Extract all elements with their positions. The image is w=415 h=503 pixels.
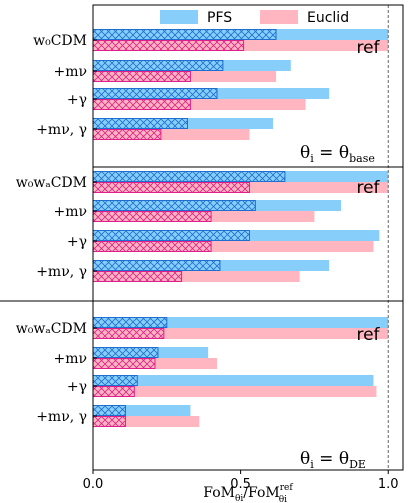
x-axis-label: FoMθi/FoMref θi: [203, 483, 293, 503]
bar-euclid-hatch-0-0: [92, 40, 245, 51]
ref-annotation-1: ref: [356, 178, 380, 198]
bar-euclid-hatch-2-1: [92, 358, 156, 369]
bar-euclid-hatch-1-2: [92, 241, 212, 252]
row-label-2-1: +mν: [53, 351, 87, 367]
bar-pfs-hatch-2-3: [92, 405, 126, 416]
legend-label-euclid: Euclid: [307, 10, 349, 26]
bar-euclid-hatch-1-3: [92, 271, 183, 282]
row-label-2-2: +γ: [67, 379, 87, 395]
bar-euclid-1-2: [93, 241, 374, 252]
bar-pfs-hatch-1-0: [92, 171, 286, 182]
bar-pfs-hatch-0-3: [92, 118, 188, 129]
plot-frame: [92, 4, 404, 471]
theta-annotation-de: θi = θDE: [300, 449, 366, 471]
bar-euclid-hatch-1-0: [92, 182, 250, 193]
bar-pfs-hatch-2-2: [92, 375, 138, 386]
bar-pfs-hatch-0-2: [92, 88, 218, 99]
row-label-1-3: +mν, γ: [36, 264, 87, 280]
row-label-0-2: +γ: [67, 92, 87, 108]
bar-pfs-hatch-2-0: [92, 317, 168, 328]
bar-euclid-hatch-2-0: [92, 328, 165, 339]
legend-swatch-pfs: [160, 10, 198, 24]
row-label-2-0: w₀wₐCDM: [16, 321, 87, 337]
row-label-0-0: w₀CDM: [33, 33, 87, 49]
bar-euclid-2-3: [93, 416, 200, 427]
bar-euclid-hatch-2-2: [92, 386, 135, 397]
bar-euclid-hatch-0-3: [92, 129, 162, 140]
bar-euclid-1-3: [93, 271, 300, 282]
bar-pfs-hatch-2-1: [92, 347, 159, 358]
row-label-1-0: w₀wₐCDM: [16, 175, 87, 191]
bar-euclid-hatch-0-2: [92, 99, 191, 110]
bar-pfs-hatch-1-2: [92, 230, 250, 241]
bar-euclid-2-0: [93, 328, 389, 339]
bar-euclid-0-2: [93, 99, 306, 110]
bar-pfs-hatch-1-1: [92, 200, 256, 211]
x-tick-label-0: 0.0: [83, 477, 104, 492]
bar-pfs-hatch-0-1: [92, 60, 224, 71]
bar-euclid-2-2: [93, 386, 377, 397]
bar-pfs-2-0: [93, 317, 389, 328]
legend-swatch-euclid: [260, 10, 298, 24]
row-label-1-1: +mν: [53, 204, 87, 220]
bar-euclid-hatch-2-3: [92, 416, 126, 427]
ref-annotation-0: ref: [356, 38, 380, 58]
row-label-2-3: +mν, γ: [36, 409, 87, 425]
bar-pfs-hatch-0-0: [92, 29, 277, 40]
row-label-0-1: +mν: [53, 64, 87, 80]
row-label-0-3: +mν, γ: [36, 122, 87, 138]
bar-pfs-2-3: [93, 405, 191, 416]
x-tick-label-1: 0.5: [230, 477, 251, 492]
bar-euclid-0-3: [93, 129, 250, 140]
ref-annotation-2: ref: [356, 325, 380, 345]
bar-euclid-hatch-0-1: [92, 71, 191, 82]
bar-pfs-hatch-1-3: [92, 260, 221, 271]
bar-pfs-2-2: [93, 375, 374, 386]
legend-label-pfs: PFS: [207, 10, 232, 26]
x-tick-label-2: 1.0: [378, 477, 399, 492]
row-label-1-2: +γ: [67, 234, 87, 250]
theta-annotation-base: θi = θbase: [300, 143, 375, 165]
bar-euclid-hatch-1-1: [92, 211, 212, 222]
